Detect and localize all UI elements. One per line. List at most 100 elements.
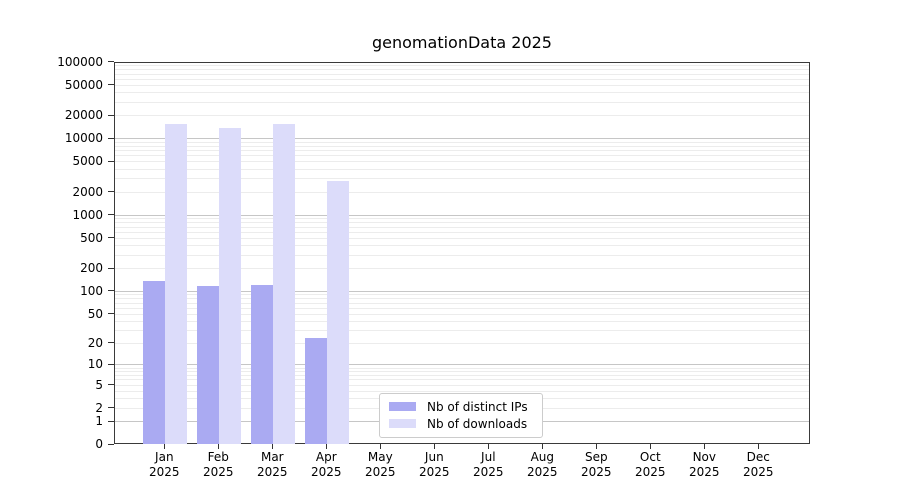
x-tick-label-feb: Feb 2025 — [190, 450, 246, 480]
x-label-month: Aug — [530, 450, 555, 464]
y-tick-2000 — [108, 191, 114, 193]
bar-nb-of-distinct-ips-apr — [305, 338, 328, 444]
x-label-year: 2025 — [581, 465, 612, 479]
y-tick-label-20000: 20000 — [64, 108, 103, 123]
gridline-minor-90000 — [115, 65, 809, 67]
gridline-minor-900 — [115, 218, 809, 220]
x-tick-feb — [218, 444, 220, 449]
x-label-year: 2025 — [689, 465, 720, 479]
legend-item-distinct-ips: Nb of distinct IPs — [380, 398, 542, 415]
y-tick-label-20: 20 — [87, 335, 103, 350]
gridline-minor-4000 — [115, 168, 809, 170]
bar-nb-of-distinct-ips-mar — [251, 284, 274, 444]
gridline-major-1000 — [115, 214, 809, 216]
x-tick-mar — [272, 444, 274, 449]
gridline-minor-8 — [115, 371, 809, 373]
x-label-month: Mar — [260, 450, 284, 464]
y-tick-label-1000: 1000 — [72, 207, 103, 222]
x-label-month: Oct — [639, 450, 661, 464]
x-label-month: Jul — [481, 450, 496, 464]
x-label-month: Sep — [584, 450, 608, 464]
x-tick-jan — [164, 444, 166, 449]
gridline-minor-30000 — [115, 101, 809, 103]
gridline-minor-200 — [115, 268, 809, 270]
x-tick-label-may: May 2025 — [352, 450, 408, 480]
y-tick-50 — [108, 313, 114, 315]
y-tick-20000 — [108, 114, 114, 116]
y-tick-label-10000: 10000 — [64, 131, 103, 146]
y-tick-200 — [108, 267, 114, 269]
gridline-minor-60 — [115, 307, 809, 309]
gridline-minor-6 — [115, 379, 809, 381]
y-tick-1 — [108, 420, 114, 422]
x-tick-label-apr: Apr 2025 — [298, 450, 354, 480]
x-label-month: Apr — [315, 450, 337, 464]
x-tick-label-jul: Jul 2025 — [460, 450, 516, 480]
x-tick-sep — [596, 444, 598, 449]
y-tick-50000 — [108, 84, 114, 86]
legend-item-downloads: Nb of downloads — [380, 415, 542, 432]
gridline-minor-80000 — [115, 69, 809, 71]
y-tick-label-100: 100 — [80, 283, 103, 298]
gridline-minor-40 — [115, 320, 809, 322]
y-tick-100000 — [108, 61, 114, 63]
x-tick-label-jun: Jun 2025 — [406, 450, 462, 480]
gridline-minor-9000 — [115, 141, 809, 143]
x-label-year: 2025 — [149, 465, 180, 479]
y-tick-label-5000: 5000 — [72, 154, 103, 169]
bar-nb-of-downloads-jan — [165, 123, 188, 444]
x-tick-jun — [434, 444, 436, 449]
x-label-month: Jan — [155, 450, 174, 464]
x-label-year: 2025 — [203, 465, 234, 479]
y-tick-10 — [108, 363, 114, 365]
x-label-year: 2025 — [311, 465, 342, 479]
x-tick-label-dec: Dec 2025 — [730, 450, 786, 480]
x-label-month: Jun — [424, 450, 444, 464]
y-tick-label-5: 5 — [95, 377, 103, 392]
gridline-minor-5 — [115, 384, 809, 386]
gridline-minor-7 — [115, 375, 809, 376]
gridline-minor-50000 — [115, 84, 809, 86]
x-tick-label-oct: Oct 2025 — [622, 450, 678, 480]
gridline-minor-600 — [115, 231, 809, 233]
gridline-minor-20000 — [115, 115, 809, 117]
bar-nb-of-downloads-mar — [273, 124, 296, 444]
x-label-year: 2025 — [743, 465, 774, 479]
x-label-month: Feb — [207, 450, 229, 464]
gridline-major-10 — [115, 364, 809, 366]
bar-nb-of-distinct-ips-jan — [143, 280, 166, 444]
gridline-minor-90 — [115, 294, 809, 296]
gridline-minor-8000 — [115, 145, 809, 147]
y-tick-label-0: 0 — [95, 437, 103, 451]
x-label-year: 2025 — [365, 465, 396, 479]
bar-nb-of-distinct-ips-feb — [197, 285, 220, 444]
legend-swatch-downloads — [389, 419, 416, 428]
x-label-year: 2025 — [419, 465, 450, 479]
y-tick-label-2000: 2000 — [72, 184, 103, 199]
y-tick-5 — [108, 384, 114, 386]
gridline-minor-2000 — [115, 191, 809, 193]
x-label-year: 2025 — [635, 465, 666, 479]
x-tick-label-jan: Jan 2025 — [136, 450, 192, 480]
x-tick-label-sep: Sep 2025 — [568, 450, 624, 480]
gridline-minor-5000 — [115, 161, 809, 163]
y-tick-500 — [108, 237, 114, 239]
gridline-minor-30 — [115, 330, 809, 332]
legend-swatch-distinct-ips — [389, 402, 416, 411]
x-tick-dec — [758, 444, 760, 449]
gridline-minor-40000 — [115, 92, 809, 94]
y-tick-label-10: 10 — [87, 357, 103, 372]
x-label-year: 2025 — [257, 465, 288, 479]
x-tick-may — [380, 444, 382, 449]
y-tick-label-500: 500 — [80, 230, 103, 245]
gridline-minor-500 — [115, 237, 809, 239]
y-tick-2 — [108, 407, 114, 409]
y-tick-1000 — [108, 214, 114, 216]
x-tick-label-nov: Nov 2025 — [676, 450, 732, 480]
gridline-minor-70000 — [115, 73, 809, 75]
x-label-year: 2025 — [473, 465, 504, 479]
x-tick-label-mar: Mar 2025 — [244, 450, 300, 480]
y-tick-100 — [108, 290, 114, 292]
gridline-minor-300 — [115, 254, 809, 256]
